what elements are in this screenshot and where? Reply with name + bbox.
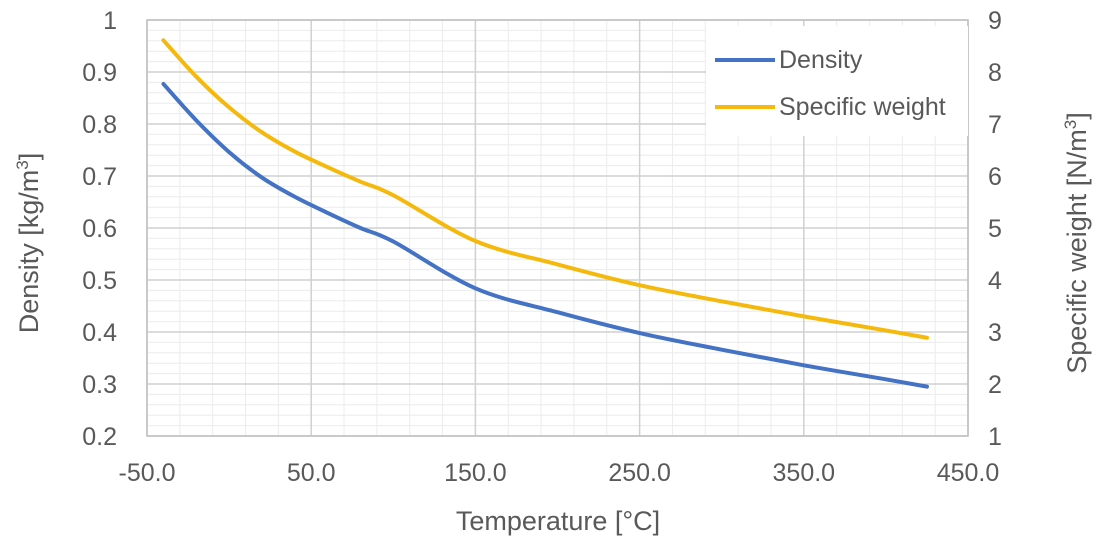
y-right-tick-label: 9 [988,7,1002,35]
series [161,38,929,389]
y-right-tick-label: 1 [988,423,1002,451]
y-left-tick-label: 0.3 [82,371,117,399]
x-tick-label: -50.0 [119,459,176,487]
x-tick-label: 150.0 [444,459,507,487]
y-left-tick-label: 0.2 [82,423,117,451]
y-left-tick-label: 0.6 [82,215,117,243]
legend-label: Specific weight [779,93,946,121]
y-right-tick-label: 2 [988,371,1002,399]
x-tick-label: 50.0 [287,459,336,487]
series-line-specific-weight [161,38,929,340]
y-right-tick-label: 6 [988,163,1002,191]
y-axis-left-label: Density [kg/m3] [13,153,44,334]
y-left-tick-label: 0.8 [82,111,117,139]
x-tick-label: 350.0 [773,459,836,487]
y-left-tick-label: 1 [103,7,117,35]
x-axis-label: Temperature [°C] [456,506,660,536]
y-right-tick-label: 4 [988,267,1002,295]
y-right-tick-label: 3 [988,319,1002,347]
plot-border [146,19,969,437]
y-axis-left-label-close: ] [14,153,44,161]
y-left-tick-label: 0.5 [82,267,117,295]
y-left-tick-label: 0.4 [82,319,117,347]
legend-box [706,26,968,136]
legend-label: Density [779,46,863,74]
x-tick-label: 450.0 [937,459,1000,487]
axes: -50.0 50.0 150.0 250.0 350.0 450.0 0.2 0.3 0.4 0.… [82,7,1002,487]
y-right-tick-label: 8 [988,59,1002,87]
series-line-density [161,81,929,389]
y-right-tick-label: 5 [988,215,1002,243]
y-axis-left-label-text: Density [kg/m [14,170,44,334]
y-axis-left-label-sup: 3 [13,160,32,169]
y-axis-right-label-close: ] [1062,112,1092,120]
y-right-tick-label: 7 [988,111,1002,139]
y-left-tick-label: 0.7 [82,163,117,191]
x-tick-label: 250.0 [608,459,671,487]
y-axis-right-label: Specific weight [N/m3] [1061,112,1092,374]
y-axis-right-label-sup: 3 [1061,120,1080,129]
y-left-tick-label: 0.9 [82,59,117,87]
y-axis-right-label-text: Specific weight [N/m [1062,129,1092,374]
legend: Density Specific weight [706,26,968,136]
